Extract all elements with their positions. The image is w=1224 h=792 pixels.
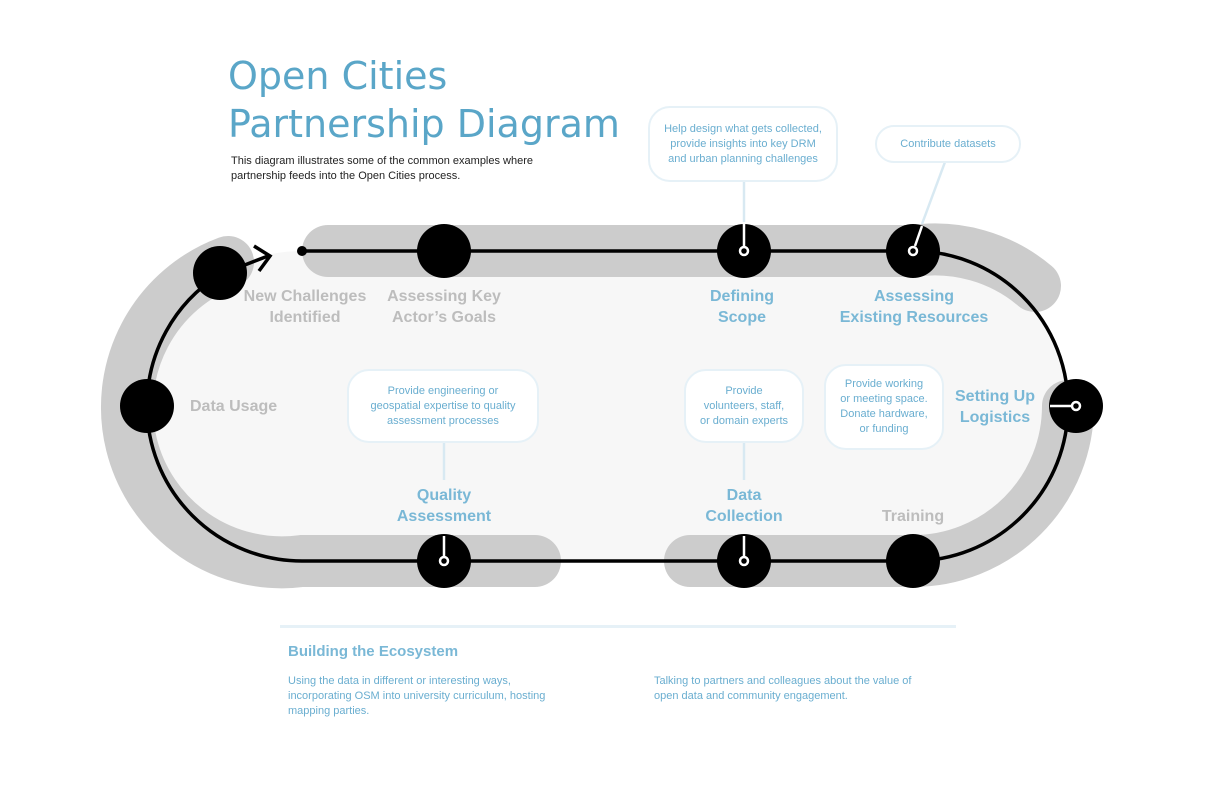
stage-label-assessing-goals: Assessing Key Actor’s Goals bbox=[359, 286, 529, 328]
stage-label-setting-up-logistics: Setting Up Logistics bbox=[930, 386, 1060, 428]
node-new-challenges bbox=[193, 246, 247, 300]
node-defining-scope bbox=[717, 224, 771, 278]
stage-new-challenges-line-2: Identified bbox=[269, 309, 341, 326]
node-quality-assessment bbox=[417, 534, 471, 588]
bubble-datasets-line-1: Contribute datasets bbox=[900, 137, 996, 150]
stage-label-training: Training bbox=[828, 506, 998, 527]
stage-assessing-resources-line-1: Assessing bbox=[873, 288, 955, 305]
pin-logistics-dot bbox=[1070, 400, 1082, 412]
stage-label-quality-assessment: Quality Assessment bbox=[359, 485, 529, 527]
bubble-scope-partnership: Help design what gets collected, provide… bbox=[648, 106, 838, 182]
bubble-scope-line-2: provide insights into key DRM bbox=[670, 137, 816, 150]
stage-quality-line-2: Assessment bbox=[396, 508, 492, 525]
bubble-logistics-line-4: or funding bbox=[859, 423, 909, 435]
bubble-quality-line-1: Provide engineering or bbox=[387, 384, 499, 397]
title-line-1: Open Cities bbox=[228, 54, 448, 98]
description-line-2: partnership feeds into the Open Cities p… bbox=[231, 170, 461, 182]
track-arrow-head bbox=[253, 244, 273, 273]
stage-label-data-collection: Data Collection bbox=[659, 485, 829, 527]
stage-quality-line-1: Quality bbox=[416, 487, 472, 504]
stage-assessing-goals-line-2: Actor’s Goals bbox=[391, 309, 497, 326]
ecosystem-left-text: Using the data in different or interesti… bbox=[288, 674, 545, 719]
ecosystem-divider bbox=[280, 625, 956, 628]
start-dot bbox=[297, 246, 307, 256]
stage-collection-line-1: Data bbox=[726, 487, 762, 504]
stage-label-assessing-resources: Assessing Existing Resources bbox=[819, 286, 1009, 328]
stage-logistics-line-1: Setting Up bbox=[955, 388, 1035, 405]
node-pins bbox=[438, 224, 1082, 567]
bubble-quality-partnership: Provide engineering or geospatial expert… bbox=[347, 369, 539, 443]
node-assessing-goals bbox=[417, 224, 471, 278]
stage-logistics-line-2: Logistics bbox=[959, 409, 1031, 426]
bubble-logistics-partnership: Provide working or meeting space. Donate… bbox=[824, 364, 944, 450]
ecosystem-right-line-1: Talking to partners and colleagues about… bbox=[654, 675, 912, 687]
node-data-usage bbox=[120, 379, 174, 433]
bubble-collection-line-1: Provide bbox=[725, 384, 763, 397]
connector-datasets bbox=[920, 161, 947, 225]
pin-datasets-line bbox=[913, 225, 924, 247]
bubble-scope-line-3: and urban planning challenges bbox=[668, 152, 818, 165]
bubble-collection-line-2: volunteers, staff, bbox=[703, 399, 785, 412]
bubble-logistics-line-3: Donate hardware, bbox=[840, 408, 928, 420]
stage-collection-line-2: Collection bbox=[705, 508, 783, 525]
node-setting-up-logistics bbox=[1049, 379, 1103, 433]
stage-label-defining-scope: Defining Scope bbox=[657, 286, 827, 328]
ecosystem-title: Building the Ecosystem bbox=[288, 643, 459, 660]
inner-area bbox=[147, 251, 1068, 561]
bubble-datasets-partnership: Contribute datasets bbox=[875, 125, 1021, 163]
diagram-description: This diagram illustrates some of the com… bbox=[231, 154, 571, 184]
ecosystem-left-line-1: Using the data in different or interesti… bbox=[288, 675, 511, 687]
stage-assessing-resources-line-2: Existing Resources bbox=[839, 309, 989, 326]
ecosystem-left-line-2: incorporating OSM into university curric… bbox=[288, 690, 546, 702]
description-line-1: This diagram illustrates some of the com… bbox=[231, 155, 534, 167]
stage-label-new-challenges: New Challenges Identified bbox=[220, 286, 390, 328]
bubble-logistics-line-1: Provide working bbox=[844, 378, 924, 390]
node-training bbox=[886, 534, 940, 588]
pin-quality-dot bbox=[438, 555, 450, 567]
stage-defining-scope-line-2: Scope bbox=[717, 309, 766, 326]
stage-nodes bbox=[120, 224, 1103, 588]
pin-collection-dot bbox=[738, 555, 750, 567]
bubble-collection-line-3: or domain experts bbox=[699, 414, 789, 427]
pin-datasets-dot bbox=[907, 245, 919, 257]
page-title: Open Cities Partnership Diagram bbox=[228, 52, 620, 148]
title-line-2: Partnership Diagram bbox=[228, 102, 620, 146]
stage-data-usage-line-1: Data Usage bbox=[190, 398, 278, 415]
ecosystem-right-line-2: open data and community engagement. bbox=[654, 690, 848, 702]
bubble-scope-line-1: Help design what gets collected, bbox=[664, 122, 822, 135]
stage-assessing-goals-line-1: Assessing Key bbox=[387, 288, 501, 305]
bubble-quality-line-2: geospatial expertise to quality bbox=[370, 399, 516, 412]
bubble-logistics-line-2: or meeting space. bbox=[840, 393, 928, 405]
ecosystem-left-line-3: mapping parties. bbox=[288, 705, 370, 717]
stage-training-line-1: Training bbox=[881, 508, 945, 525]
band-left bbox=[101, 236, 561, 589]
bubble-connectors bbox=[442, 161, 947, 480]
pin-scope-dot bbox=[738, 245, 750, 257]
bubble-quality-line-3: assessment processes bbox=[387, 414, 499, 427]
node-data-collection bbox=[717, 534, 771, 588]
bubble-collection-partnership: Provide volunteers, staff, or domain exp… bbox=[684, 369, 804, 443]
stage-label-data-usage: Data Usage bbox=[190, 396, 277, 417]
stage-defining-scope-line-1: Defining bbox=[710, 288, 774, 305]
ecosystem-right-text: Talking to partners and colleagues about… bbox=[654, 674, 911, 704]
stage-new-challenges-line-1: New Challenges bbox=[243, 288, 367, 305]
node-assessing-resources bbox=[886, 224, 940, 278]
